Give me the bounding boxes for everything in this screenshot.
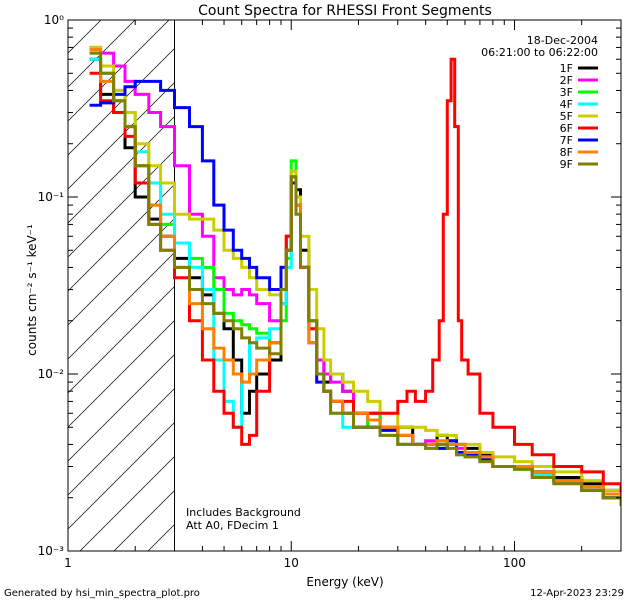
hatch-line xyxy=(68,285,175,394)
x-tick-label: 100 xyxy=(503,556,526,570)
footer-timestamp: 12-Apr-2023 23:29 xyxy=(530,588,624,599)
hatch-line xyxy=(68,47,175,156)
axis-ticks: 1 10 100 10⁰ 10⁻¹ 10⁻² 10⁻³ xyxy=(38,13,622,570)
legend-label-6F: 6F xyxy=(560,122,573,135)
time-range-label: 06:21:00 to 06:22:00 xyxy=(481,46,598,59)
series-line-9F xyxy=(89,51,621,506)
hatch-line xyxy=(68,183,175,292)
hatch-line xyxy=(0,0,96,551)
hatch-line xyxy=(68,217,175,326)
y-tick-label: 10⁻² xyxy=(38,367,65,381)
y-axis-label: counts cm⁻² s⁻¹ keV⁻¹ xyxy=(25,224,39,356)
annotation-attenuator: Att A0, FDecim 1 xyxy=(186,519,279,532)
series-line-6F xyxy=(89,57,621,498)
hatch-line xyxy=(68,81,175,190)
hatch-line xyxy=(68,387,175,496)
legend-label-2F: 2F xyxy=(560,74,573,87)
series-line-5F xyxy=(89,45,621,498)
annotation-background: Includes Background xyxy=(186,506,301,519)
y-tick-label: 10⁻³ xyxy=(38,544,65,558)
x-tick-label: 1 xyxy=(64,556,72,570)
plot-frame xyxy=(67,19,622,552)
hatched-region xyxy=(0,0,175,551)
x-axis-label: Energy (keV) xyxy=(306,575,383,589)
hatch-line xyxy=(68,20,136,88)
series-line-2F xyxy=(89,45,621,502)
y-tick-label: 10⁰ xyxy=(44,13,64,27)
legend-label-8F: 8F xyxy=(560,146,573,159)
x-tick-label: 10 xyxy=(284,556,299,570)
hatch-line xyxy=(68,319,175,428)
hatch-line xyxy=(68,251,175,360)
series-line-7F xyxy=(89,79,621,506)
legend-label-5F: 5F xyxy=(560,110,573,123)
series-line-1F xyxy=(89,57,621,498)
hatch-line xyxy=(0,0,28,551)
hatch-line xyxy=(68,353,175,462)
series-line-8F xyxy=(89,48,621,502)
date-label: 18-Dec-2004 xyxy=(527,34,598,47)
legend-label-4F: 4F xyxy=(560,98,573,111)
chart-title: Count Spectra for RHESSI Front Segments xyxy=(198,3,492,19)
hatch-line xyxy=(79,455,175,551)
series-group xyxy=(89,45,621,506)
y-tick-label: 10⁻¹ xyxy=(38,190,65,204)
legend-label-7F: 7F xyxy=(560,134,573,147)
series-line-3F xyxy=(89,51,621,502)
footer-generator: Generated by hsi_min_spectra_plot.pro xyxy=(4,588,200,599)
legend-label-3F: 3F xyxy=(560,86,573,99)
legend-label-9F: 9F xyxy=(560,158,573,171)
hatch-line xyxy=(68,421,175,530)
hatch-line xyxy=(68,149,175,258)
legend-label-1F: 1F xyxy=(560,62,573,75)
hatch-line xyxy=(68,20,170,122)
